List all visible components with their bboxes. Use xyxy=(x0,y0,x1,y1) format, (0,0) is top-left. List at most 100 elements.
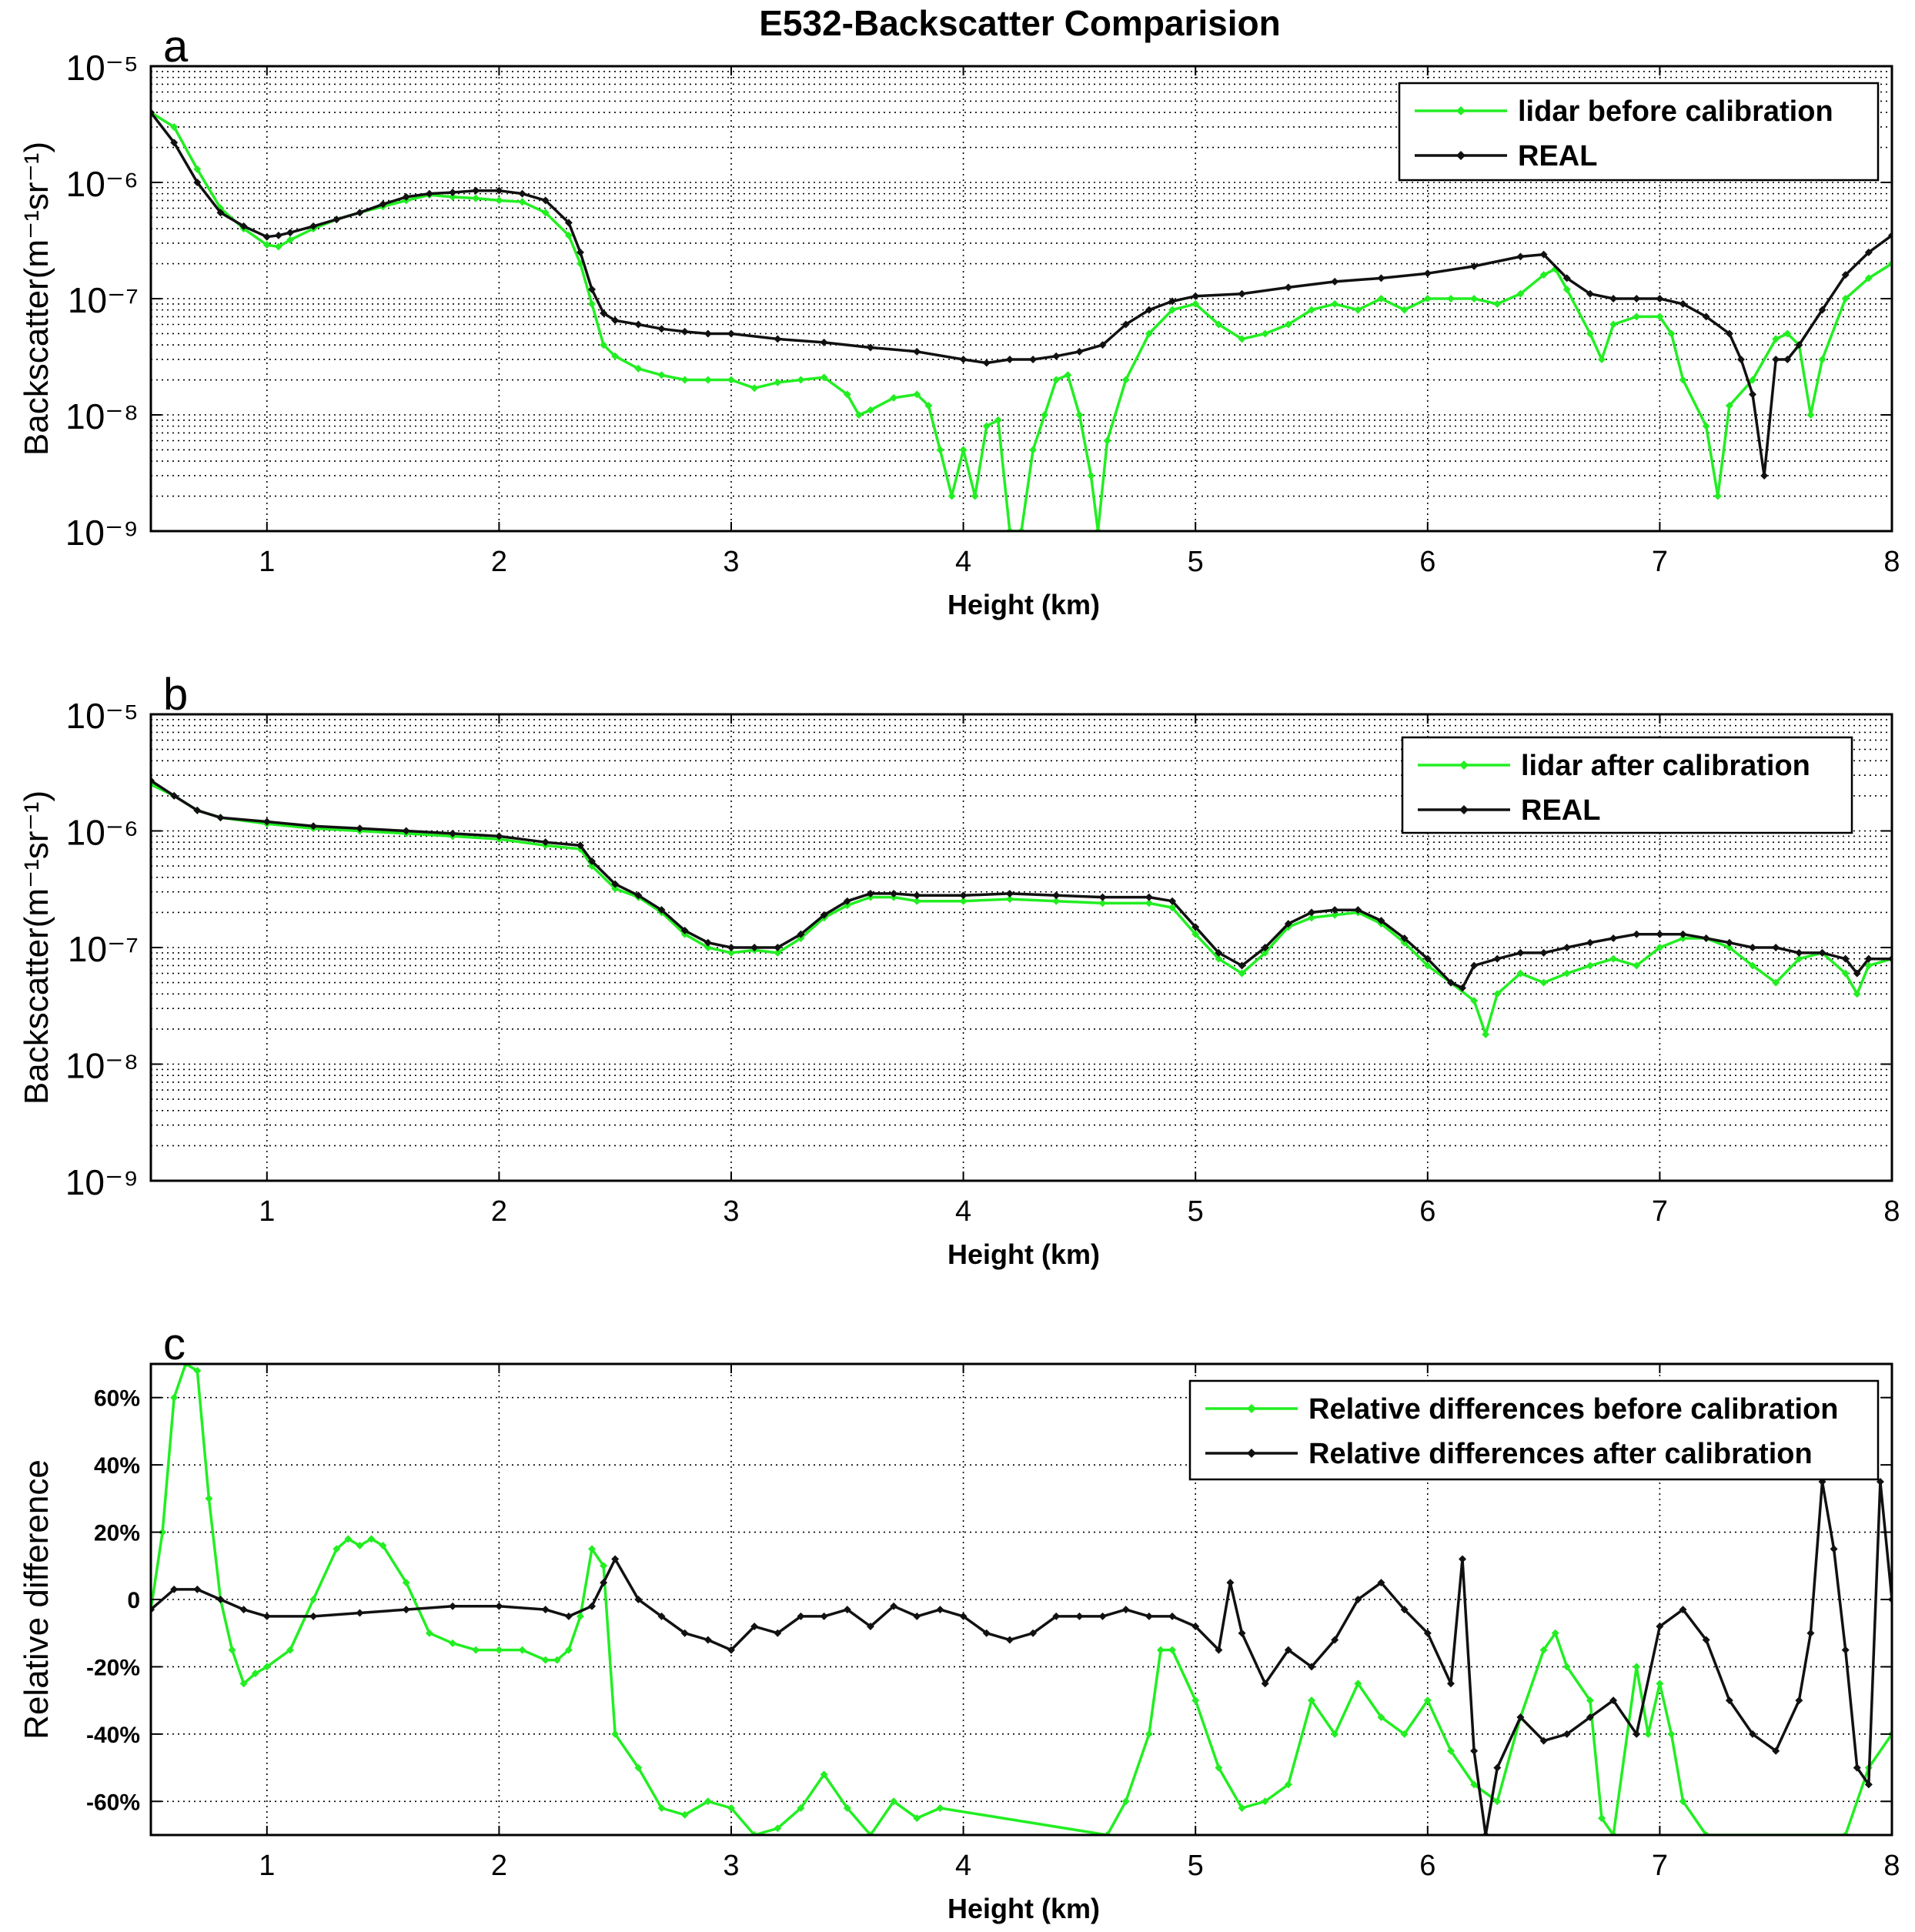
data-point xyxy=(541,1606,550,1614)
legend-label: Relative differences after calibration xyxy=(1308,1438,1813,1470)
data-point xyxy=(1830,1545,1838,1553)
data-point xyxy=(564,219,573,227)
data-point xyxy=(1215,1646,1223,1654)
data-point xyxy=(193,1585,202,1593)
data-point xyxy=(1145,893,1153,901)
legend-label: Relative differences before calibration xyxy=(1308,1393,1838,1426)
y-tick-label: 10⁻⁵ xyxy=(65,696,139,736)
data-point xyxy=(982,422,991,430)
data-point xyxy=(1633,961,1641,970)
data-point xyxy=(495,832,503,841)
data-point xyxy=(1586,938,1594,947)
data-point xyxy=(1215,1763,1223,1772)
data-point xyxy=(727,376,735,384)
x-tick-label: 3 xyxy=(723,546,739,578)
y-tick-label: -60% xyxy=(86,1790,140,1815)
data-point xyxy=(750,384,759,393)
data-point xyxy=(1586,1696,1594,1705)
data-point xyxy=(1656,930,1664,938)
data-point xyxy=(1470,1780,1479,1789)
data-point xyxy=(680,376,689,384)
data-point xyxy=(1191,299,1200,308)
legend-label: REAL xyxy=(1518,140,1597,172)
data-point xyxy=(924,402,933,410)
data-point xyxy=(1121,1797,1130,1806)
legend-label: REAL xyxy=(1521,794,1600,827)
y-tick-label: 10⁻⁹ xyxy=(65,1162,139,1202)
data-point xyxy=(286,229,294,237)
data-point xyxy=(1145,329,1153,338)
data-point xyxy=(1516,252,1525,261)
data-point xyxy=(1539,1646,1548,1654)
data-point xyxy=(1098,899,1107,908)
panel-label: a xyxy=(163,22,189,72)
data-point xyxy=(774,944,782,951)
data-point xyxy=(1331,277,1339,286)
data-point xyxy=(1586,329,1594,338)
data-point xyxy=(216,209,225,217)
data-point xyxy=(913,390,921,399)
data-point xyxy=(1783,329,1792,338)
data-point xyxy=(1598,1814,1606,1823)
data-point xyxy=(913,1814,921,1823)
data-point xyxy=(1656,313,1664,321)
data-point xyxy=(309,1612,318,1620)
data-point xyxy=(564,231,573,239)
data-point xyxy=(1052,376,1061,384)
data-point xyxy=(1598,355,1606,363)
data-point xyxy=(1331,911,1339,919)
data-point xyxy=(356,1542,364,1550)
data-point xyxy=(657,906,666,914)
y-tick-label: 60% xyxy=(94,1386,140,1412)
data-point xyxy=(1772,944,1780,951)
data-point xyxy=(1493,954,1502,963)
data-point xyxy=(634,1763,643,1772)
data-point xyxy=(1795,1696,1803,1705)
data-point xyxy=(1841,271,1850,279)
data-point xyxy=(1145,306,1153,314)
data-point xyxy=(1400,1606,1409,1614)
data-point xyxy=(1087,471,1095,480)
data-point xyxy=(843,1606,851,1614)
data-point xyxy=(600,1562,608,1570)
data-point xyxy=(1446,1746,1455,1755)
data-point xyxy=(239,1680,248,1688)
x-tick-label: 7 xyxy=(1652,1850,1668,1882)
data-point xyxy=(1656,944,1664,951)
data-point xyxy=(1864,248,1873,256)
panel-label: b xyxy=(163,670,188,720)
legend-marker xyxy=(1456,106,1465,115)
data-point xyxy=(1238,1629,1246,1637)
legend-box xyxy=(1401,736,1853,834)
data-point xyxy=(1772,978,1780,987)
data-point xyxy=(286,1646,294,1654)
y-tick-label: 10⁻⁷ xyxy=(68,280,139,320)
data-point xyxy=(820,338,828,346)
data-point xyxy=(1562,274,1571,282)
data-point xyxy=(704,1797,712,1806)
data-point xyxy=(170,139,179,147)
panel-label: c xyxy=(163,1319,185,1369)
data-point xyxy=(1400,306,1409,314)
data-point xyxy=(472,194,480,202)
data-point xyxy=(890,889,898,897)
data-point xyxy=(1423,295,1432,303)
data-point xyxy=(356,1609,364,1617)
data-point xyxy=(1679,1606,1687,1614)
y-tick-label: 10⁻⁶ xyxy=(66,164,139,204)
data-point xyxy=(170,1585,179,1593)
data-point xyxy=(634,364,643,373)
data-point xyxy=(1354,306,1362,314)
data-point xyxy=(1377,1579,1385,1587)
data-point xyxy=(402,827,410,835)
data-point xyxy=(797,376,805,384)
data-point xyxy=(1679,934,1687,943)
data-point xyxy=(588,1545,597,1553)
data-point xyxy=(634,1596,643,1603)
data-point xyxy=(634,320,643,329)
data-point xyxy=(866,343,874,352)
data-point xyxy=(518,189,526,198)
data-point xyxy=(1145,899,1153,908)
data-point xyxy=(1679,299,1687,308)
data-point xyxy=(1539,978,1548,987)
